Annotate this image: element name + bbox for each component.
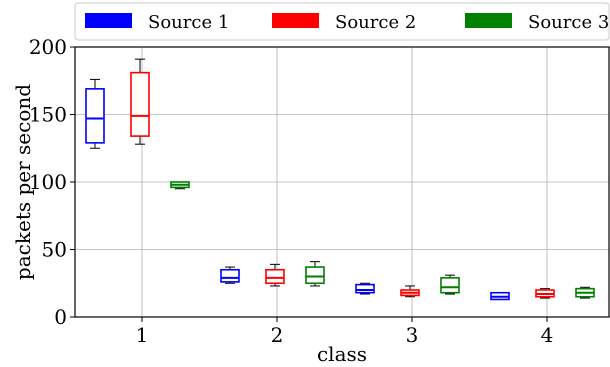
box-source-2-class-2 <box>265 263 285 287</box>
box-iqr <box>355 283 375 294</box>
y-axis-label: packets per second <box>11 84 35 280</box>
box-source-2-class-1 <box>130 58 150 145</box>
legend-item-source-1: Source 1 <box>85 12 229 33</box>
box-iqr <box>305 266 325 285</box>
legend-label: Source 2 <box>335 12 416 33</box>
legend-swatch <box>85 13 132 28</box>
box-iqr <box>440 277 460 294</box>
y-tick-label: 150 <box>29 103 67 127</box>
x-tick-label: 3 <box>406 323 419 347</box>
box-iqr <box>265 268 285 285</box>
y-tick-label: 200 <box>29 35 67 59</box>
x-tick-label: 2 <box>271 323 284 347</box>
legend: Source 1 Source 2 Source 3 <box>74 2 610 41</box>
x-tick-label: 1 <box>136 323 149 347</box>
box-iqr <box>220 268 240 283</box>
legend-swatch <box>465 13 512 28</box>
legend-label: Source 3 <box>528 12 609 33</box>
box-source-1-class-1 <box>85 78 105 149</box>
box-source-3-class-3 <box>440 274 460 295</box>
y-tick-label: 100 <box>29 170 67 194</box>
box-source-3-class-2 <box>305 261 325 287</box>
y-tick-label: 0 <box>54 305 67 329</box>
x-axis-label: class <box>317 342 367 366</box>
legend-box <box>74 2 610 41</box>
box-source-2-class-3 <box>400 285 420 298</box>
x-tick-label: 4 <box>541 323 554 347</box>
legend-item-source-3: Source 3 <box>465 12 609 33</box>
legend-swatch <box>272 13 319 28</box>
box-source-1-class-4 <box>490 291 510 301</box>
y-tick-label: 50 <box>42 238 67 262</box>
axis-ticks: 0 50 100 150 200 1 2 3 4 <box>29 35 554 347</box>
box-plots <box>85 58 595 301</box>
grid <box>75 46 609 318</box>
box-source-2-class-4 <box>535 288 555 299</box>
box-iqr <box>85 88 105 144</box>
box-iqr <box>130 71 150 137</box>
box-source-1-class-2 <box>220 266 240 284</box>
legend-label: Source 1 <box>148 12 229 33</box>
box-source-1-class-3 <box>355 282 375 295</box>
box-source-3-class-1 <box>170 181 190 190</box>
box-source-3-class-4 <box>575 286 595 299</box>
legend-item-source-2: Source 2 <box>272 12 416 33</box>
